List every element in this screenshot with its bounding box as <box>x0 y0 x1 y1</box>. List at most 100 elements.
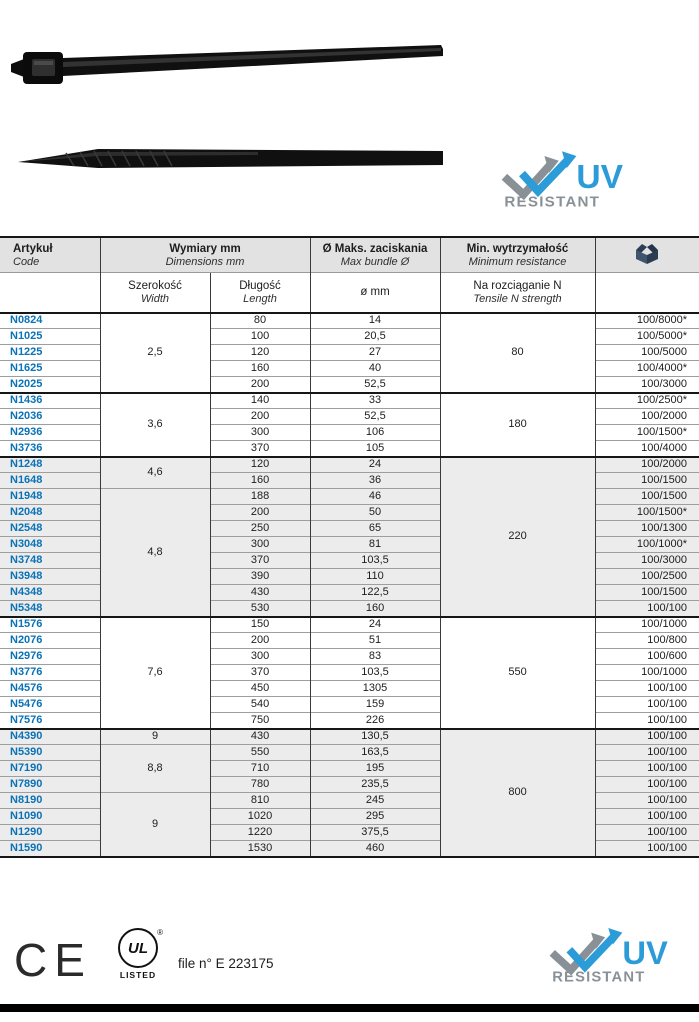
length-cell: 160 <box>209 360 311 377</box>
table-row: N4390 9 430 130,5 800 100/100 <box>0 727 699 857</box>
page-bottom-rule <box>0 1004 699 1012</box>
resistance-cell: 220 <box>439 455 596 617</box>
diameter-cell: 33 <box>309 391 441 409</box>
table-row: N2076 200 51 100/800 <box>0 632 699 649</box>
diameter-cell: 106 <box>309 424 441 441</box>
product-table: Artykuł Code Wymiary mm Dimensions mm Ø … <box>0 236 699 858</box>
length-cell: 250 <box>209 520 311 537</box>
width-cell: 2,5 <box>99 312 210 393</box>
length-cell: 120 <box>209 344 311 361</box>
table-row: N1248 4,6 120 24 220 100/2000 <box>0 455 699 617</box>
product-code-cell: N4576 <box>0 680 100 697</box>
header-max-bundle: Ø Maks. zaciskania Max bundle Ø <box>309 237 441 273</box>
product-code-cell: N1576 <box>0 615 100 633</box>
uv-check-blue <box>566 933 618 973</box>
length-cell: 1530 <box>209 840 311 857</box>
length-cell: 200 <box>209 376 311 393</box>
diameter-cell: 24 <box>309 455 441 473</box>
product-code-cell: N2936 <box>0 424 100 441</box>
header-min-resistance: Min. wytrzymałość Minimum resistance <box>439 237 596 273</box>
length-cell: 530 <box>209 600 311 617</box>
resistant-text: RESISTANT <box>504 193 600 210</box>
header-packaging <box>594 237 699 273</box>
packaging-cell: 100/3000 <box>594 376 699 393</box>
ul-listed-logo: UL ® LISTED <box>112 928 164 980</box>
ul-text: UL <box>128 939 148 957</box>
length-cell: 140 <box>209 391 311 409</box>
header-length-pl: Długość <box>239 279 281 292</box>
header-tensile-pl: Na rozciąganie N <box>473 279 562 292</box>
product-code-cell: N1090 <box>0 808 100 825</box>
diameter-cell: 163,5 <box>309 744 441 761</box>
diameter-cell: 1305 <box>309 680 441 697</box>
ce-mark: CE <box>14 934 92 986</box>
ul-listed-label: LISTED <box>119 970 157 980</box>
diameter-cell: 103,5 <box>309 664 441 681</box>
table-row: N1290 1220 375,5 100/100 <box>0 824 699 841</box>
header-article: Artykuł Code <box>0 237 100 273</box>
table-row: N7890 780 235,5 100/100 <box>0 776 699 793</box>
diameter-cell: 14 <box>309 312 441 329</box>
diameter-cell: 460 <box>309 840 441 857</box>
resistance-cell: 550 <box>439 615 596 729</box>
width-cell: 7,6 <box>99 615 210 729</box>
packaging-cell: 100/2500 <box>594 568 699 585</box>
packaging-cell: 100/800 <box>594 632 699 649</box>
packaging-cell: 100/100 <box>594 792 699 809</box>
diameter-cell: 103,5 <box>309 552 441 569</box>
length-cell: 300 <box>209 536 311 553</box>
product-code-cell: N5476 <box>0 696 100 713</box>
packaging-cell: 100/100 <box>594 727 699 745</box>
product-code-cell: N2025 <box>0 376 100 393</box>
packaging-cell: 100/3000 <box>594 552 699 569</box>
table-row: N3048 300 81 100/1000* <box>0 536 699 553</box>
packaging-cell: 100/100 <box>594 840 699 857</box>
length-cell: 200 <box>209 408 311 425</box>
packaging-cell: 100/1000 <box>594 615 699 633</box>
length-cell: 188 <box>209 488 311 505</box>
diameter-cell: 226 <box>309 712 441 729</box>
uv-check-gray <box>549 937 601 976</box>
table-header-main: Artykuł Code Wymiary mm Dimensions mm Ø … <box>0 237 699 273</box>
width-cell: 4,8 <box>99 488 210 617</box>
diameter-cell: 83 <box>309 648 441 665</box>
length-cell: 200 <box>209 504 311 521</box>
length-cell: 780 <box>209 776 311 793</box>
packaging-cell: 100/100 <box>594 696 699 713</box>
length-cell: 550 <box>209 744 311 761</box>
table-row: N3948 390 110 100/2500 <box>0 568 699 585</box>
diameter-cell: 105 <box>309 440 441 457</box>
resistance-cell: 800 <box>439 727 596 857</box>
product-code-cell: N3048 <box>0 536 100 553</box>
length-cell: 200 <box>209 632 311 649</box>
length-cell: 750 <box>209 712 311 729</box>
length-cell: 80 <box>209 312 311 329</box>
diameter-cell: 295 <box>309 808 441 825</box>
table-row: N1648 160 36 100/1500 <box>0 472 699 489</box>
product-code-cell: N3748 <box>0 552 100 569</box>
packaging-cell: 100/1500* <box>594 424 699 441</box>
width-cell: 9 <box>99 792 210 857</box>
product-code-cell: N7576 <box>0 712 100 729</box>
header-article-pl: Artykuł <box>13 243 53 255</box>
packaging-cell: 100/1300 <box>594 520 699 537</box>
table-row: N1625 160 40 100/4000* <box>0 360 699 377</box>
header-bundle-en: Max bundle Ø <box>340 256 410 268</box>
product-code-cell: N2048 <box>0 504 100 521</box>
length-cell: 150 <box>209 615 311 633</box>
table-row: N4576 450 1305 100/100 <box>0 680 699 697</box>
diameter-cell: 27 <box>309 344 441 361</box>
product-code-cell: N1590 <box>0 840 100 857</box>
product-code-cell: N5390 <box>0 744 100 761</box>
header-dims-pl: Wymiary mm <box>169 243 241 255</box>
product-code-cell: N8190 <box>0 792 100 809</box>
width-cell: 4,6 <box>99 455 210 489</box>
length-cell: 450 <box>209 680 311 697</box>
product-code-cell: N4348 <box>0 584 100 601</box>
packaging-cell: 100/1500* <box>594 504 699 521</box>
table-row: N1090 1020 295 100/100 <box>0 808 699 825</box>
packaging-cell: 100/100 <box>594 808 699 825</box>
cable-tie-photo-top <box>11 45 443 84</box>
product-code-cell: N4390 <box>0 727 100 745</box>
product-code-cell: N2036 <box>0 408 100 425</box>
